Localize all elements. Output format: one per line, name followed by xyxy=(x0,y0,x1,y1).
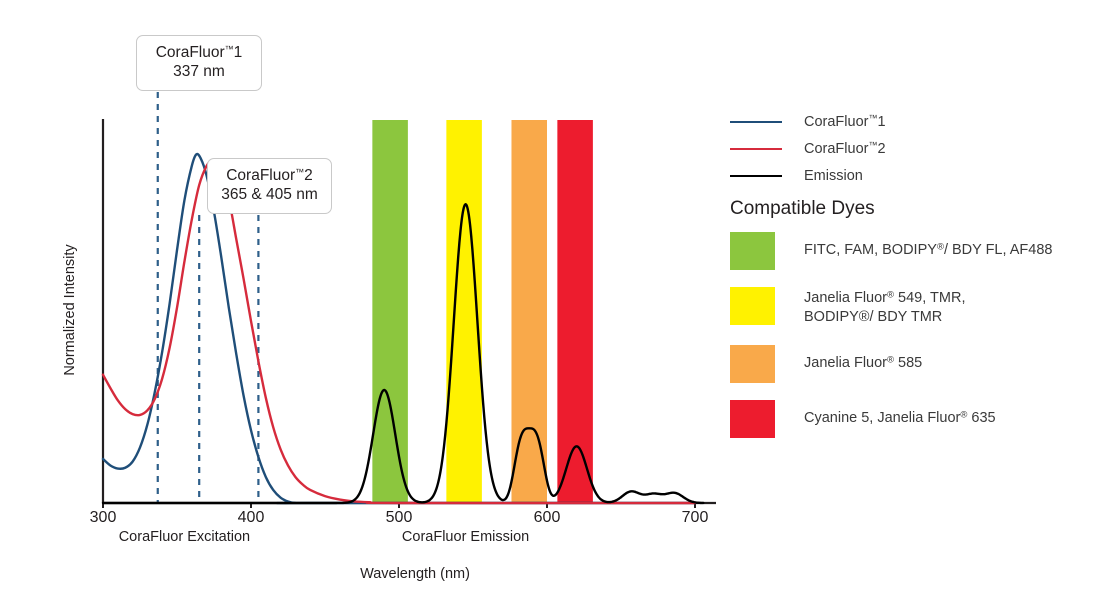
legend-item-label: Emission xyxy=(804,167,863,184)
green-band xyxy=(372,120,408,503)
x-sublabel-excitation: CoraFluor Excitation xyxy=(118,529,251,545)
callout-corafluor1: CoraFluor™1 337 nm xyxy=(136,35,262,91)
callout-corafluor1-line1: CoraFluor™1 xyxy=(155,44,243,61)
dye-item-1: FITC, FAM, BODIPY®/ BDY FL, AF488 xyxy=(730,232,1110,270)
dye-color-swatch xyxy=(730,399,775,438)
legend-item-label: CoraFluor™2 xyxy=(804,140,886,157)
x-tick-label-300: 300 xyxy=(89,509,117,526)
dye-item-label: FITC, FAM, BODIPY®/ BDY FL, AF488 xyxy=(804,241,1053,258)
series-legend: CoraFluor™1 CoraFluor™2 Emission xyxy=(730,108,1110,189)
dye-item-3: Janelia Fluor® 585 xyxy=(730,344,1110,383)
dye-item-label: Cyanine 5, Janelia Fluor® 635 xyxy=(804,409,996,426)
compatible-dyes-list: FITC, FAM, BODIPY®/ BDY FL, AF488 Janelia… xyxy=(730,232,1110,455)
x-tick-label-500: 500 xyxy=(385,509,413,526)
curve-emission xyxy=(101,203,705,505)
y-axis-title: Normalized Intensity xyxy=(62,244,78,376)
x-tick-label-600: 600 xyxy=(533,509,561,526)
dye-color-swatch xyxy=(730,232,775,270)
legend-line-swatch xyxy=(730,147,782,150)
legend-item-1: CoraFluor™1 xyxy=(730,108,1110,135)
red-band xyxy=(557,120,593,503)
side-panel: CoraFluor™1 CoraFluor™2 Emission Compatibl… xyxy=(730,0,1110,612)
legend-line-swatch xyxy=(730,120,782,123)
dye-item-label: Janelia Fluor® 549, TMR, BODIPY®/ BDY TM… xyxy=(804,289,966,326)
dye-item-label: Janelia Fluor® 585 xyxy=(804,354,923,371)
legend-item-3: Emission xyxy=(730,162,1110,189)
dye-color-swatch xyxy=(730,344,775,383)
dye-item-4: Cyanine 5, Janelia Fluor® 635 xyxy=(730,399,1110,438)
legend-item-label: CoraFluor™1 xyxy=(804,113,886,130)
callout-corafluor2-line1: CoraFluor™2 xyxy=(226,167,313,184)
dye-item-2: Janelia Fluor® 549, TMR, BODIPY®/ BDY TM… xyxy=(730,287,1110,328)
legend-line-swatch xyxy=(730,174,782,177)
x-tick-label-700: 700 xyxy=(681,509,709,526)
x-tick-label-400: 400 xyxy=(237,509,265,526)
x-sublabel-emission: CoraFluor Emission xyxy=(401,529,530,545)
legend-item-2: CoraFluor™2 xyxy=(730,135,1110,162)
callout-corafluor1-line2: 337 nm xyxy=(173,63,225,81)
callout-corafluor2: CoraFluor™2 365 & 405 nm xyxy=(207,158,332,214)
orange-band xyxy=(511,120,547,503)
callout-corafluor2-line2: 365 & 405 nm xyxy=(221,186,318,204)
x-axis-title: Wavelength (nm) xyxy=(360,566,470,582)
dye-color-swatch xyxy=(730,287,775,325)
compatible-dyes-title: Compatible Dyes xyxy=(730,198,875,219)
